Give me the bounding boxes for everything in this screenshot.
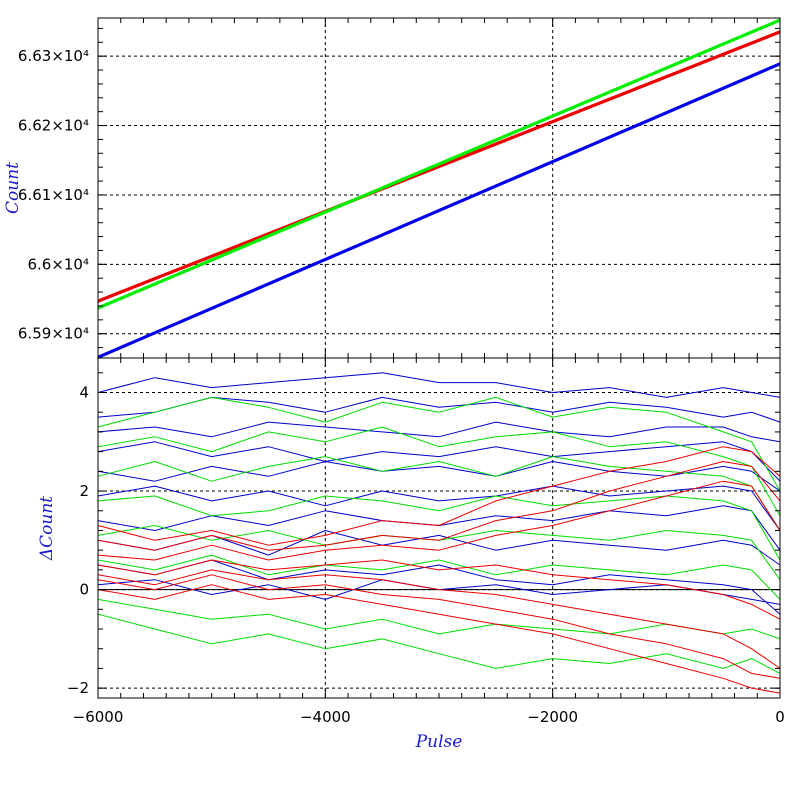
bottom-series-line bbox=[97, 456, 781, 531]
top-grid bbox=[98, 18, 780, 358]
bottom-y-tick-label: 4 bbox=[79, 383, 89, 401]
top-y-tick-label: 6.62×10⁴ bbox=[18, 117, 89, 135]
bottom-series-line bbox=[97, 569, 781, 669]
top-plot-frame bbox=[97, 17, 781, 359]
x-tick-label: −4000 bbox=[300, 708, 351, 726]
bottom-series-line bbox=[97, 584, 781, 694]
bottom-series-line bbox=[97, 574, 781, 679]
top-series-line bbox=[97, 62, 781, 359]
top-ticks bbox=[97, 18, 781, 358]
bottom-series-line bbox=[97, 441, 781, 482]
bottom-series-line bbox=[97, 396, 781, 492]
bottom-series-line bbox=[97, 559, 781, 615]
x-tick-label: −2000 bbox=[527, 708, 578, 726]
bottom-y-tick-label: 2 bbox=[79, 482, 89, 500]
top-y-tick-label: 6.61×10⁴ bbox=[18, 186, 89, 204]
top-panel: 6.59×10⁴6.6×10⁴6.61×10⁴6.62×10⁴6.63×10⁴ … bbox=[3, 17, 781, 359]
bottom-series-line bbox=[97, 579, 781, 605]
top-y-tick-label: 6.63×10⁴ bbox=[18, 47, 89, 65]
bottom-series-line bbox=[97, 559, 781, 620]
x-axis-title: Pulse bbox=[415, 732, 463, 752]
bottom-series-line bbox=[97, 461, 781, 551]
top-series bbox=[97, 18, 781, 359]
bottom-series-line bbox=[97, 446, 781, 546]
bottom-ticks bbox=[97, 358, 781, 698]
top-series-line bbox=[97, 30, 781, 303]
bottom-series-line bbox=[97, 525, 781, 580]
bottom-plot-frame bbox=[97, 357, 781, 699]
bottom-y-tick-label: −2 bbox=[67, 679, 89, 697]
bottom-series-line bbox=[97, 505, 781, 551]
bottom-series-line bbox=[97, 421, 781, 443]
bottom-series-line bbox=[97, 613, 781, 674]
top-series-line bbox=[97, 18, 781, 310]
bottom-series-line bbox=[97, 495, 781, 561]
top-y-tick-label: 6.59×10⁴ bbox=[18, 325, 89, 343]
bottom-y-axis-title: ΔCount bbox=[37, 496, 57, 561]
top-y-tick-label: 6.6×10⁴ bbox=[27, 255, 89, 273]
bottom-series-line bbox=[97, 396, 781, 423]
bottom-y-tick-labels: −2 0 2 4 bbox=[67, 383, 89, 697]
x-tick-label: 0 bbox=[775, 708, 785, 726]
x-tick-label: −6000 bbox=[73, 708, 124, 726]
bottom-series-line bbox=[97, 426, 781, 516]
bottom-series-line bbox=[97, 598, 781, 640]
bottom-y-tick-label: 0 bbox=[79, 581, 89, 599]
bottom-series-line bbox=[97, 461, 781, 492]
top-y-axis-title: Count bbox=[3, 162, 23, 214]
bottom-series-line bbox=[97, 480, 781, 561]
bottom-series-line bbox=[97, 372, 781, 398]
bottom-series-line bbox=[97, 485, 781, 531]
x-tick-labels: −6000 −4000 −2000 0 bbox=[73, 708, 785, 726]
top-y-tick-labels: 6.59×10⁴ 6.6×10⁴ 6.61×10⁴ 6.62×10⁴ 6.63×10⁴ bbox=[18, 47, 89, 343]
bottom-series bbox=[97, 372, 781, 694]
bottom-panel: −2 0 2 4 −6000 −4000 −2000 0 ΔCount Pulse bbox=[37, 357, 785, 752]
